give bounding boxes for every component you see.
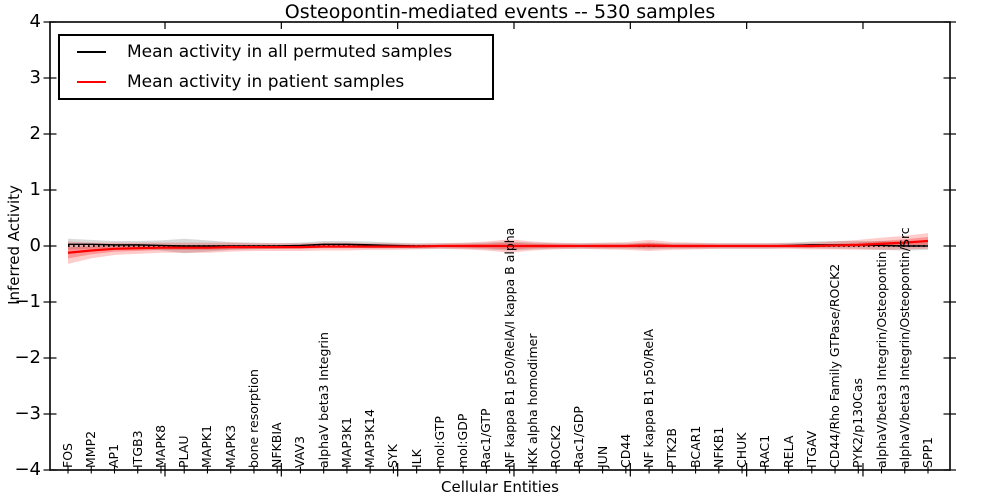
y-tick-label: 3 <box>29 67 41 88</box>
confidence-band-patient-outer <box>68 233 928 264</box>
x-tick-label: bone resorption <box>245 369 261 468</box>
x-tick-label: SPP1 <box>920 437 935 468</box>
x-tick-label: ILK <box>408 449 424 468</box>
x-tick-label: JUN <box>594 445 610 468</box>
x-tick-label: MAPK3 <box>222 424 238 468</box>
x-tick-label: CHUK <box>734 432 750 468</box>
x-tick-label: CD44/Rho Family GTPase/ROCK2 <box>827 263 843 468</box>
legend-item-label: Mean activity in patient samples <box>127 71 405 92</box>
x-tick-label: alphaV/beta3 Integrin/Osteopontin/Src <box>896 227 912 468</box>
x-tick-label: MAPK8 <box>152 424 168 468</box>
x-tick-label: ITGB3 <box>129 430 145 468</box>
x-tick-label: NFKBIA <box>269 422 285 468</box>
x-tick-label: SYK <box>385 444 401 468</box>
x-tick-label: PLAU <box>176 435 192 469</box>
x-tick-label: mol:GDP <box>455 413 471 468</box>
x-tick-label: ITGAV <box>803 430 819 468</box>
y-tick-label: 4 <box>29 11 41 32</box>
x-tick-label: MAP3K1 <box>338 417 354 468</box>
x-tick-label: BCAR1 <box>687 425 703 468</box>
y-tick-label: 2 <box>29 123 41 144</box>
x-tick-label: PTK2B <box>664 428 680 468</box>
x-tick-label: Rac1/GDP <box>571 406 587 468</box>
x-tick-label: ROCK2 <box>548 424 564 468</box>
y-tick-label: −3 <box>14 403 41 424</box>
x-tick-label: CD44 <box>617 433 633 468</box>
y-tick-label: 1 <box>29 179 41 200</box>
y-tick-label: −4 <box>14 459 41 480</box>
y-tick-label: −2 <box>14 347 41 368</box>
legend-line-sample <box>77 80 106 83</box>
x-tick-label: mol:GTP <box>431 416 447 468</box>
legend-item: Mean activity in all permuted samples <box>60 39 492 65</box>
y-tick-label: 0 <box>29 235 41 256</box>
x-tick-label: alphaV/beta3 Integrin/Osteopontin <box>873 251 889 468</box>
x-tick-label: RAC1 <box>757 434 773 468</box>
x-tick-label: FOS <box>60 443 75 468</box>
x-tick-label: PYK2/p130Cas <box>850 378 866 468</box>
x-tick-label: MMP2 <box>83 430 99 468</box>
legend-item: Mean activity in patient samples <box>60 69 492 95</box>
legend-item-label: Mean activity in all permuted samples <box>127 42 453 63</box>
x-axis-label: Cellular Entities <box>441 478 559 496</box>
x-tick-label: IKK alpha homodimer <box>524 333 540 469</box>
patient-mean-line <box>67 239 929 254</box>
x-tick-label: MAPK1 <box>199 424 215 468</box>
x-tick-label: Rac1/GTP <box>478 408 494 468</box>
chart-title: Osteopontin-mediated events -- 530 sampl… <box>284 1 716 23</box>
x-tick-label: NF kappa B1 p50/RelA <box>641 328 657 468</box>
x-tick-label: VAV3 <box>292 435 308 468</box>
legend: Mean activity in all permuted samples Mea… <box>58 34 494 100</box>
confidence-band-patient-inner <box>68 237 928 259</box>
x-tick-label: NFKB1 <box>710 426 726 468</box>
x-tick-label: MAP3K14 <box>362 409 378 468</box>
x-tick-label: AP1 <box>106 443 122 468</box>
x-tick-label: RELA <box>780 435 796 468</box>
x-tick-label: NF kappa B1 p50/RelA/I kappa B alpha <box>501 227 517 468</box>
legend-line-sample <box>77 51 106 54</box>
x-tick-label: alphaV beta3 Integrin <box>315 332 331 468</box>
y-tick-label: −1 <box>14 291 41 312</box>
